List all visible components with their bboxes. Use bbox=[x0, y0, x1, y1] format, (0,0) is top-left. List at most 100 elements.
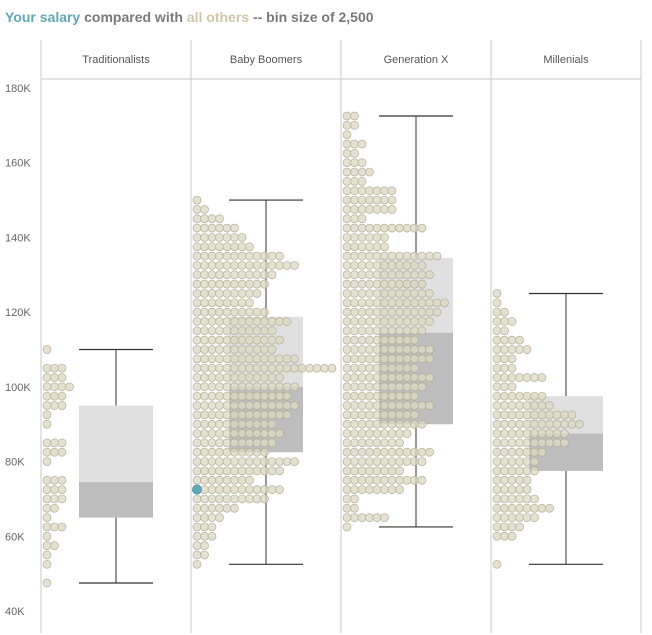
salary-dot bbox=[395, 317, 404, 326]
salary-dot bbox=[372, 466, 382, 476]
salary-dot bbox=[342, 382, 352, 392]
salary-dot bbox=[507, 429, 517, 438]
salary-dot bbox=[200, 475, 209, 485]
salary-dot bbox=[402, 363, 412, 373]
salary-dot bbox=[357, 475, 367, 485]
salary-dot bbox=[537, 438, 547, 448]
salary-dot bbox=[215, 382, 224, 392]
salary-dot bbox=[350, 139, 359, 149]
salary-dot bbox=[222, 401, 232, 410]
salary-dot bbox=[575, 419, 584, 429]
salary-dot bbox=[215, 363, 224, 373]
salary-dot bbox=[342, 522, 352, 532]
salary-dot bbox=[267, 382, 277, 392]
salary-dot bbox=[200, 335, 209, 345]
salary-dot bbox=[192, 410, 202, 420]
salary-dot bbox=[237, 429, 247, 438]
salary-dot bbox=[530, 438, 539, 448]
salary-dot bbox=[230, 401, 239, 410]
salary-dot bbox=[237, 307, 247, 317]
salary-dot bbox=[380, 447, 389, 457]
salary-dot bbox=[410, 447, 419, 457]
salary-dot bbox=[537, 429, 547, 438]
salary-dot bbox=[245, 429, 254, 438]
salary-dot bbox=[192, 279, 202, 289]
salary-dot bbox=[222, 354, 232, 364]
salary-dot bbox=[245, 419, 254, 429]
salary-dot bbox=[237, 475, 247, 485]
salary-dot bbox=[252, 270, 262, 280]
salary-dot bbox=[207, 475, 217, 485]
salary-dot bbox=[417, 373, 427, 382]
salary-dot bbox=[507, 373, 517, 382]
salary-dot bbox=[207, 223, 217, 233]
salary-dot bbox=[387, 289, 397, 298]
salary-dot bbox=[350, 298, 359, 308]
salary-dot bbox=[372, 326, 382, 336]
salary-dot bbox=[522, 391, 532, 401]
salary-dot bbox=[357, 279, 367, 289]
salary-dot bbox=[50, 447, 59, 457]
salary-dot bbox=[192, 233, 202, 242]
salary-dot bbox=[500, 494, 509, 504]
salary-dot bbox=[507, 457, 517, 466]
salary-dot bbox=[42, 578, 52, 588]
salary-dot bbox=[545, 419, 554, 429]
salary-dot bbox=[192, 205, 202, 214]
salary-dot bbox=[252, 419, 262, 429]
salary-dot bbox=[245, 363, 254, 373]
salary-dot bbox=[515, 391, 524, 401]
salary-dot bbox=[230, 326, 239, 336]
salary-dot bbox=[380, 233, 389, 242]
salary-dot bbox=[357, 485, 367, 494]
salary-dot bbox=[350, 270, 359, 280]
salary-dot bbox=[515, 457, 524, 466]
salary-dot bbox=[342, 513, 352, 522]
salary-dot bbox=[387, 345, 397, 354]
salary-dot bbox=[230, 307, 239, 317]
salary-dot bbox=[365, 326, 374, 336]
salary-dot bbox=[410, 335, 419, 345]
salary-dot bbox=[282, 354, 292, 364]
salary-dot bbox=[402, 391, 412, 401]
salary-dot bbox=[395, 457, 404, 466]
salary-dot bbox=[350, 457, 359, 466]
salary-dot bbox=[237, 373, 247, 382]
salary-dot bbox=[275, 317, 284, 326]
salary-dot bbox=[50, 522, 59, 532]
salary-dot bbox=[492, 429, 502, 438]
salary-dot bbox=[507, 317, 517, 326]
salary-dot bbox=[42, 494, 52, 504]
salary-dot bbox=[410, 410, 419, 420]
salary-dot bbox=[222, 233, 232, 242]
salary-dot bbox=[545, 410, 554, 420]
salary-dot bbox=[357, 214, 367, 224]
salary-dot bbox=[222, 466, 232, 476]
salary-dot bbox=[500, 373, 509, 382]
salary-dot bbox=[57, 401, 67, 410]
salary-dot bbox=[402, 270, 412, 280]
salary-dot bbox=[215, 354, 224, 364]
salary-dot bbox=[200, 457, 209, 466]
salary-dot bbox=[342, 195, 352, 205]
salary-dot bbox=[192, 457, 202, 466]
salary-dot bbox=[350, 513, 359, 522]
salary-dot bbox=[252, 401, 262, 410]
salary-dot bbox=[192, 326, 202, 336]
salary-dot bbox=[410, 279, 419, 289]
salary-dot bbox=[380, 335, 389, 345]
salary-dot bbox=[522, 410, 532, 420]
salary-dot bbox=[222, 363, 232, 373]
salary-dot bbox=[200, 326, 209, 336]
salary-dot bbox=[507, 335, 517, 345]
salary-dot bbox=[252, 345, 262, 354]
salary-dot bbox=[350, 475, 359, 485]
salary-dot bbox=[297, 363, 307, 373]
salary-dot bbox=[372, 457, 382, 466]
salary-dot bbox=[282, 391, 292, 401]
y-tick-label: 120K bbox=[5, 307, 31, 319]
salary-dot bbox=[350, 186, 359, 196]
salary-dot bbox=[200, 307, 209, 317]
salary-dot bbox=[342, 242, 352, 252]
salary-dot bbox=[222, 317, 232, 326]
